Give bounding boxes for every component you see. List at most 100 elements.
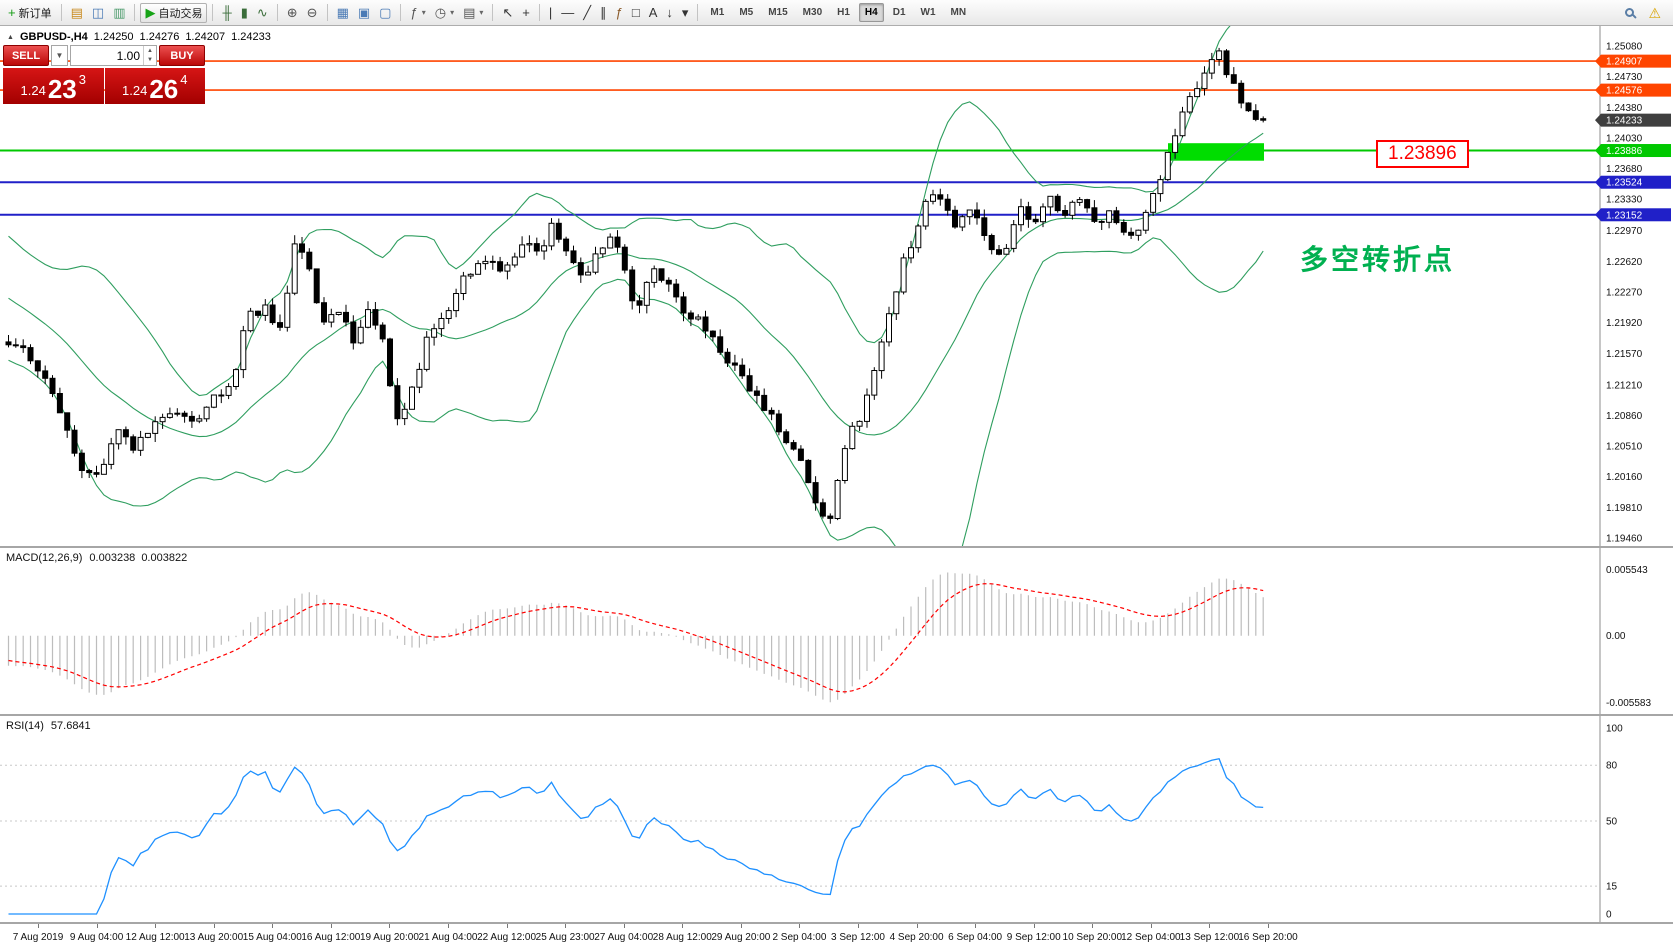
collapse-arrow-icon[interactable]: ▲	[7, 33, 14, 41]
time-label: 13 Aug 20:00	[184, 932, 244, 943]
bar-chart-icon[interactable]: ╫	[218, 3, 235, 23]
price-scale[interactable]: 1.25080 1.24730 1.24380 1.24030 1.23680 1.233…	[1595, 26, 1673, 546]
time-axis[interactable]: 7 Aug 2019 9 Aug 04:00 12 Aug 12:00 13 Aug …	[0, 924, 1673, 950]
panel-divider[interactable]	[0, 714, 1673, 716]
time-tick	[858, 924, 859, 928]
cascade-windows-icon[interactable]: ▣	[354, 3, 374, 23]
timeframe-mn[interactable]: MN	[950, 7, 967, 18]
search-icon[interactable]	[1625, 8, 1635, 17]
svg-text:1.19810: 1.19810	[1606, 503, 1643, 514]
more-tools-caret[interactable]: ▾	[678, 3, 693, 23]
time-label: 16 Sep 20:00	[1238, 932, 1298, 943]
volume-down-icon[interactable]: ▼	[147, 57, 153, 64]
low-value: 1.24207	[185, 31, 226, 43]
indicators-button[interactable]: ƒ ▾	[406, 3, 429, 23]
highlight-rectangle[interactable]	[1168, 143, 1264, 161]
line-chart-icon[interactable]: ∿	[253, 3, 272, 23]
vertical-line-icon[interactable]: |	[545, 3, 556, 23]
autotrading-button[interactable]: ▶ 自动交易	[140, 2, 208, 23]
fibonacci-icon[interactable]: ƒ	[612, 3, 627, 23]
volume-stepper[interactable]: ▲ ▼	[143, 46, 156, 65]
sell-price-button[interactable]: 1.24 23 3	[3, 68, 104, 104]
time-tick	[448, 924, 449, 928]
macd-histogram	[7, 572, 1264, 703]
svg-text:1.24730: 1.24730	[1606, 72, 1643, 83]
templates-button[interactable]: ▤ ▾	[459, 3, 487, 23]
arrows-tool-icon[interactable]: ↓	[662, 3, 677, 23]
buy-button[interactable]: BUY	[159, 45, 205, 66]
text-label-icon[interactable]: A	[645, 3, 662, 23]
svg-text:1.23524: 1.23524	[1606, 178, 1643, 189]
data-window-icon[interactable]: ◫	[88, 3, 108, 23]
svg-text:1.20160: 1.20160	[1606, 472, 1643, 483]
time-tick	[916, 924, 918, 928]
plus-doc-icon: +	[8, 5, 16, 20]
chart-window[interactable]: 1.25080 1.24730 1.24380 1.24030 1.23680 1.233…	[0, 26, 1673, 950]
timeframe-m15[interactable]: M15	[768, 7, 788, 18]
autotrading-button-label: 自动交易	[158, 7, 203, 20]
rsi-panel[interactable]: 100 80 50 15 0 RSI(14) 57.6841	[0, 716, 1673, 922]
svg-text:1.22620: 1.22620	[1606, 257, 1643, 268]
chevron-down-icon[interactable]: ▾	[479, 8, 484, 17]
main-plot-layer	[0, 26, 1600, 546]
time-tick	[272, 924, 274, 928]
rsi-line	[8, 758, 1264, 915]
timeframe-h1[interactable]: H1	[837, 7, 850, 18]
time-label: 7 Aug 2019	[12, 932, 64, 943]
cursor-arrow-icon[interactable]: ↖	[498, 3, 517, 23]
tile-windows-icon[interactable]: ▦	[333, 3, 353, 23]
svg-text:1.23330: 1.23330	[1606, 195, 1643, 206]
zoom-out-button[interactable]: ⊖	[303, 3, 322, 23]
macd-signal-line	[8, 583, 1264, 693]
market-watch-icon[interactable]: ▤	[67, 3, 87, 23]
trendline-icon[interactable]: ╱	[579, 3, 595, 23]
timeframe-d1[interactable]: D1	[892, 7, 906, 18]
crosshair-icon: +	[522, 5, 530, 20]
timeframe-m5[interactable]: M5	[739, 7, 754, 18]
navigator-icon[interactable]: ▥	[109, 3, 129, 23]
bollinger-upper-band	[8, 26, 1231, 397]
time-label: 25 Aug 23:00	[535, 932, 595, 943]
zoom-in-button[interactable]: ⊕	[283, 3, 302, 23]
candlestick-icon[interactable]: ▮	[237, 3, 252, 23]
time-tick	[506, 924, 508, 928]
alert-icon[interactable]: ⚠	[1648, 4, 1661, 21]
svg-text:1.22270: 1.22270	[1606, 288, 1643, 299]
svg-text:100: 100	[1606, 724, 1623, 735]
timeframe-w1[interactable]: W1	[920, 7, 936, 18]
chevron-down-icon[interactable]: ▾	[450, 8, 455, 17]
time-tick	[740, 924, 742, 928]
channel-icon[interactable]: ∥	[596, 3, 611, 23]
more-tools-caret: ▾	[681, 5, 689, 20]
zoom-in-button: ⊕	[286, 5, 298, 20]
new-order-button[interactable]: + 新订单	[4, 3, 56, 23]
buy-price-button[interactable]: 1.24 26 4	[104, 68, 205, 104]
panel-divider[interactable]	[0, 922, 1673, 924]
horizontal-line-icon[interactable]: —	[557, 3, 578, 23]
svg-text:1.24907: 1.24907	[1606, 57, 1643, 68]
chevron-down-icon[interactable]: ▾	[421, 8, 426, 17]
svg-text:1.24576: 1.24576	[1606, 86, 1643, 97]
crosshair-icon[interactable]: +	[518, 3, 534, 23]
time-label: 9 Sep 12:00	[1006, 932, 1061, 943]
panel-divider[interactable]	[0, 546, 1673, 548]
sell-button[interactable]: SELL	[3, 45, 49, 66]
volume-input[interactable]: 1.00 ▲ ▼	[70, 45, 157, 66]
time-tick	[1092, 924, 1094, 928]
volume-up-icon[interactable]: ▲	[147, 47, 153, 54]
periods-button[interactable]: ◷ ▾	[431, 3, 458, 23]
volume-dropdown[interactable]: ▼	[51, 45, 68, 66]
timeframe-m30[interactable]: M30	[802, 7, 823, 18]
time-tick	[389, 924, 391, 928]
cursor-arrow-icon: ↖	[502, 5, 514, 20]
timeframe-m1[interactable]: M1	[710, 7, 725, 18]
shapes-icon[interactable]: □	[628, 3, 644, 23]
timeframe-h4[interactable]: H4	[858, 3, 884, 22]
svg-text:1.23152: 1.23152	[1606, 210, 1643, 221]
macd-panel[interactable]: 0.005543 0.00 -0.005583 MACD(12,26,9) 0.003…	[0, 548, 1673, 714]
time-tick	[213, 924, 215, 928]
main-price-chart[interactable]: 1.25080 1.24730 1.24380 1.24030 1.23680 1.233…	[0, 26, 1673, 546]
arrange-windows-icon[interactable]: ▢	[375, 3, 395, 23]
sell-price-pips: 23	[47, 73, 77, 104]
time-tick	[1150, 924, 1152, 928]
